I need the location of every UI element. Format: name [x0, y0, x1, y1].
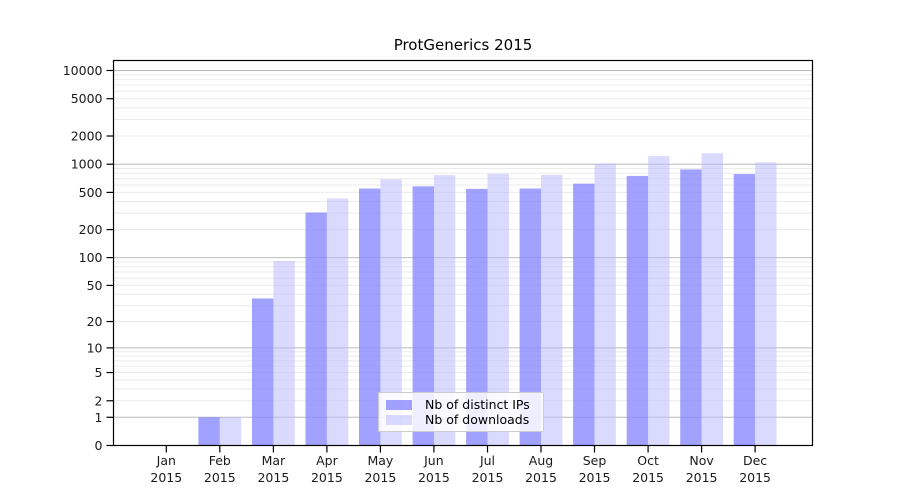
chart-title: ProtGenerics 2015: [393, 36, 533, 54]
svg-text:100: 100: [79, 250, 103, 265]
legend-item: Nb of downloads: [386, 412, 543, 427]
svg-text:2015: 2015: [472, 470, 504, 485]
svg-text:Jul: Jul: [479, 453, 495, 468]
svg-text:Nov: Nov: [689, 453, 714, 468]
svg-text:Jun: Jun: [423, 453, 444, 468]
svg-text:Oct: Oct: [637, 453, 659, 468]
svg-text:2015: 2015: [257, 470, 289, 485]
svg-text:50: 50: [87, 278, 103, 293]
svg-text:0: 0: [95, 438, 103, 453]
svg-text:2015: 2015: [150, 470, 182, 485]
svg-text:Sep: Sep: [583, 453, 607, 468]
svg-text:Aug: Aug: [529, 453, 553, 468]
svg-text:2015: 2015: [739, 470, 771, 485]
svg-text:10: 10: [87, 340, 103, 355]
svg-text:2015: 2015: [311, 470, 343, 485]
svg-text:10000: 10000: [63, 63, 103, 78]
svg-text:1000: 1000: [71, 157, 103, 172]
legend-label: Nb of distinct IPs: [425, 397, 530, 412]
svg-text:1: 1: [95, 410, 103, 425]
svg-text:2015: 2015: [686, 470, 718, 485]
svg-text:2000: 2000: [71, 129, 103, 144]
svg-text:5: 5: [95, 365, 103, 380]
svg-text:May: May: [367, 453, 393, 468]
svg-text:20: 20: [87, 314, 103, 329]
downloads-series-swatch: [386, 414, 412, 425]
svg-text:500: 500: [79, 185, 103, 200]
svg-text:Jan: Jan: [156, 453, 176, 468]
svg-text:5000: 5000: [71, 91, 103, 106]
svg-text:2: 2: [95, 393, 103, 408]
legend-label: Nb of downloads: [425, 412, 530, 427]
ips-series-swatch: [386, 399, 412, 410]
svg-text:Feb: Feb: [209, 453, 231, 468]
svg-text:2015: 2015: [579, 470, 611, 485]
legend: Nb of distinct IPs Nb of downloads: [378, 392, 544, 432]
svg-text:Mar: Mar: [262, 453, 286, 468]
svg-text:2015: 2015: [364, 470, 396, 485]
svg-text:2015: 2015: [525, 470, 557, 485]
svg-text:Apr: Apr: [316, 453, 338, 468]
legend-item: Nb of distinct IPs: [386, 397, 543, 412]
svg-text:2015: 2015: [632, 470, 664, 485]
svg-text:2015: 2015: [418, 470, 450, 485]
svg-text:Dec: Dec: [743, 453, 767, 468]
svg-text:200: 200: [79, 222, 103, 237]
svg-text:2015: 2015: [204, 470, 236, 485]
